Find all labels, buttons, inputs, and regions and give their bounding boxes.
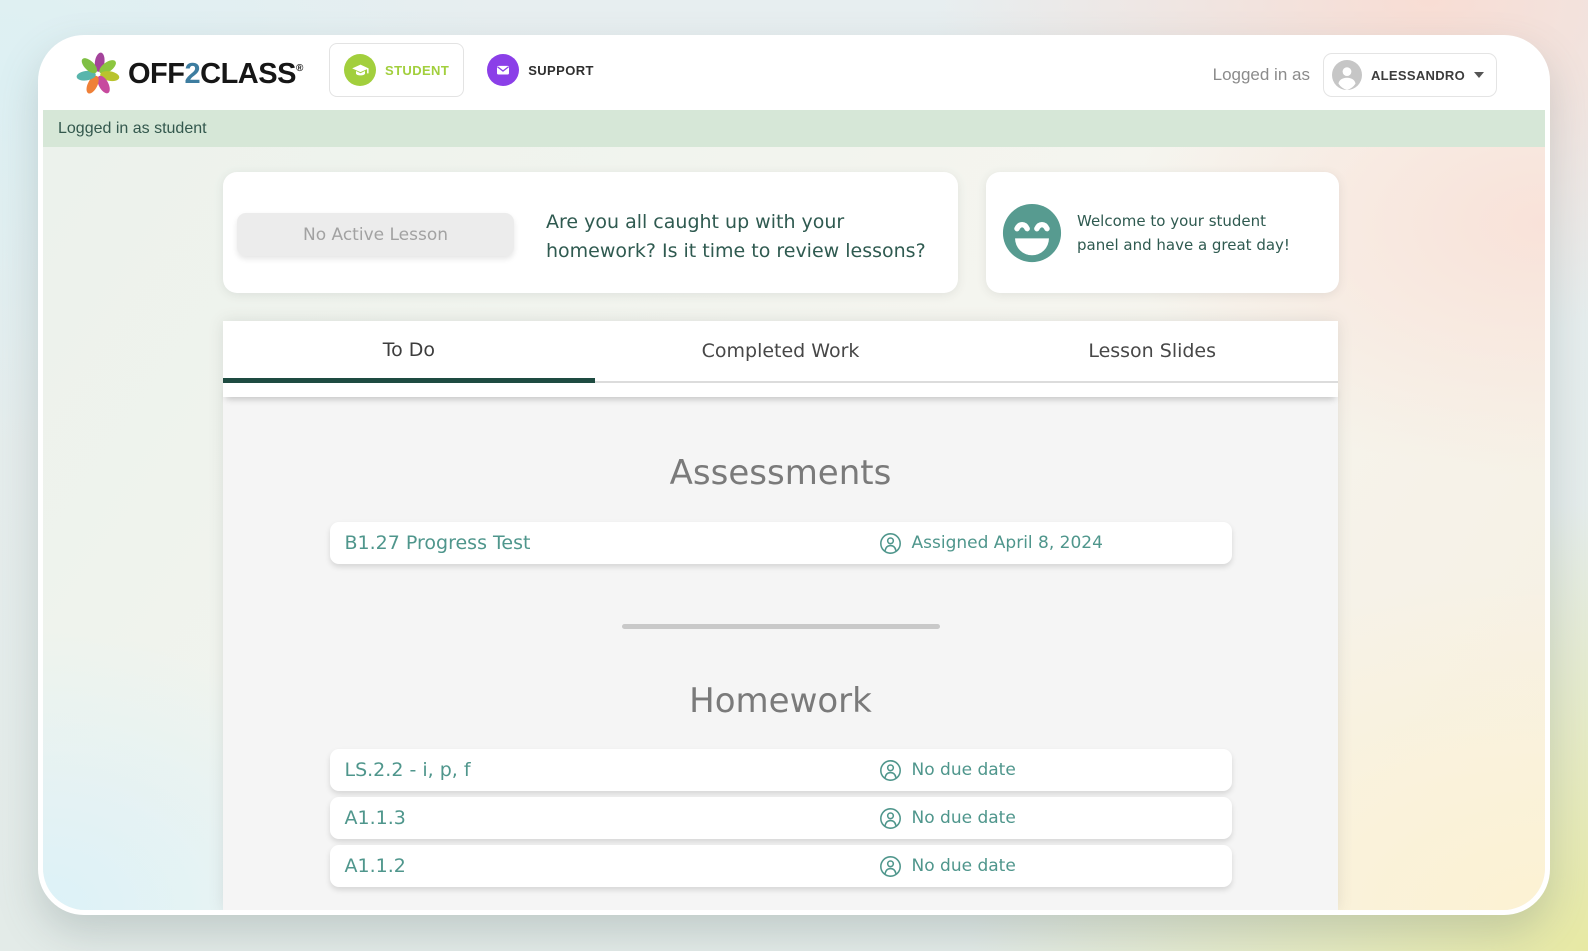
logo-wordmark: OFF2CLASS® [128, 57, 303, 90]
main-panel-card: OFF2CLASS® STUDENT [38, 35, 1550, 915]
main-panel-inner: OFF2CLASS® STUDENT [43, 40, 1545, 910]
person-circle-icon [879, 807, 901, 829]
homework-question-text: Are you all caught up with your homework… [546, 211, 926, 262]
tab-bar: To Do Completed Work Lesson Slides [223, 321, 1339, 383]
header-nav: STUDENT SUPPORT [329, 43, 609, 97]
assessments-section-title: Assessments [669, 453, 892, 493]
homework-meta: No due date [911, 808, 1016, 828]
homework-title: A1.1.2 [344, 855, 406, 877]
logged-in-as-label: Logged in as [1212, 65, 1310, 84]
person-circle-icon [879, 532, 901, 554]
homework-row[interactable]: LS.2.2 - i, p, f No due date [329, 749, 1232, 791]
envelope-icon [487, 54, 520, 86]
smiley-face-icon [1001, 202, 1063, 264]
tab-lesson-slides[interactable]: Lesson Slides [966, 321, 1339, 383]
no-active-lesson-button[interactable]: No Active Lesson [237, 213, 514, 256]
role-banner-text: Logged in as student [58, 119, 207, 137]
support-nav-label: SUPPORT [528, 62, 594, 78]
welcome-card: Welcome to your student panel and have a… [986, 172, 1339, 293]
homework-meta: No due date [911, 856, 1016, 876]
student-nav-label: STUDENT [385, 62, 450, 78]
student-nav-button[interactable]: STUDENT [329, 43, 465, 97]
avatar [1331, 60, 1362, 90]
assessment-row[interactable]: B1.27 Progress Test Assigned April 8, 20… [329, 522, 1232, 564]
assessment-meta: Assigned April 8, 2024 [911, 533, 1103, 553]
homework-title: A1.1.3 [344, 807, 406, 829]
tabbar-shadow [223, 383, 1338, 397]
graduation-cap-icon [344, 54, 376, 86]
tab-to-do[interactable]: To Do [223, 321, 595, 383]
tasks-panel: To Do Completed Work Lesson Slides Asses… [223, 321, 1339, 910]
app-header: OFF2CLASS® STUDENT [43, 40, 1545, 110]
chevron-down-icon [1474, 72, 1484, 78]
role-banner: Logged in as student [43, 110, 1545, 147]
to-do-tab-content: Assessments B1.27 Progress Test Assigne [223, 397, 1338, 910]
content-area: No Active Lesson Are you all caught up w… [43, 147, 1545, 910]
homework-row[interactable]: A1.1.2 No due date [329, 845, 1232, 887]
tab-completed-work[interactable]: Completed Work [594, 321, 967, 383]
person-circle-icon [879, 759, 901, 781]
homework-title: LS.2.2 - i, p, f [344, 759, 471, 781]
section-divider [621, 624, 940, 629]
homework-meta: No due date [911, 760, 1016, 780]
user-menu-button[interactable]: ALESSANDRO [1322, 53, 1497, 97]
header-right: Logged in as ALESSANDRO [1213, 53, 1497, 97]
off2class-logo[interactable]: OFF2CLASS® [76, 52, 303, 96]
support-nav-button[interactable]: SUPPORT [472, 43, 609, 97]
active-lesson-card: No Active Lesson Are you all caught up w… [223, 172, 958, 293]
assessment-title: B1.27 Progress Test [344, 532, 531, 554]
flower-logo-icon [76, 52, 120, 94]
welcome-message: Welcome to your student panel and have a… [1077, 212, 1290, 254]
homework-row[interactable]: A1.1.3 No due date [329, 797, 1232, 839]
username-label: ALESSANDRO [1370, 67, 1465, 83]
homework-list: LS.2.2 - i, p, f No due date A1.1.3 [329, 749, 1232, 887]
homework-section-title: Homework [689, 681, 872, 721]
person-circle-icon [879, 855, 901, 877]
assessments-list: B1.27 Progress Test Assigned April 8, 20… [329, 522, 1232, 564]
